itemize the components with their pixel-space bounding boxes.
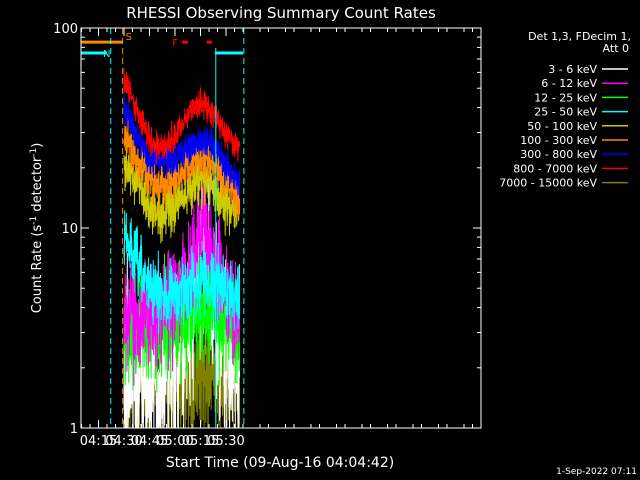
legend-label: 6 - 12 keV (541, 77, 597, 90)
legend-label: 800 - 7000 keV (513, 162, 597, 175)
y-tick-label: 1 (70, 422, 78, 437)
flag-label-s: S (126, 32, 132, 43)
x-tick-label: 05:00 (156, 434, 193, 449)
x-tick-label: 04:30 (105, 434, 142, 449)
x-tick-label: 04:15 (80, 434, 117, 449)
legend-label: 25 - 50 keV (534, 106, 597, 119)
flag-label-f: F (172, 38, 178, 49)
series-line-3 (123, 210, 241, 334)
series-line-6 (123, 86, 241, 199)
timestamp: 1-Sep-2022 07:11 (556, 467, 637, 477)
legend-label: 3 - 6 keV (548, 63, 597, 76)
chart-title: RHESSI Observing Summary Count Rates (126, 4, 436, 22)
y-axis-label-exp: -1 (29, 216, 39, 225)
y-tick-label: 10 (61, 222, 78, 237)
legend-label: 300 - 800 keV (520, 148, 597, 161)
series-line-5 (123, 117, 241, 223)
flag-label-n: N (103, 49, 110, 60)
x-tick-label: 04:45 (131, 434, 168, 449)
x-axis-label: Start Time (09-Aug-16 04:04:42) (166, 455, 394, 471)
x-tick-label: 05:30 (207, 434, 244, 449)
y-axis-label-exp: -1 (29, 148, 39, 157)
legend-header: Att 0 (603, 42, 629, 55)
legend-label: 100 - 300 keV (520, 134, 597, 147)
y-axis-label-part: detector (30, 156, 45, 216)
legend-label: 50 - 100 keV (527, 120, 597, 133)
series-line-0 (123, 142, 241, 429)
legend-header: Det 1,3, FDecim 1, (528, 30, 631, 43)
legend-label: 7000 - 15000 keV (499, 177, 597, 190)
x-tick-label: 05:15 (182, 434, 219, 449)
y-axis-label: Count Rate (s-1 detector-1) (29, 143, 45, 314)
y-tick-label: 100 (53, 22, 78, 37)
data-layer (123, 67, 241, 429)
legend-label: 12 - 25 keV (534, 91, 597, 104)
y-axis-label-part: ) (30, 143, 45, 148)
series-line-7 (123, 67, 241, 165)
flag-layer: S N F (81, 28, 245, 428)
y-axis-label-part: Count Rate (s (30, 225, 45, 314)
